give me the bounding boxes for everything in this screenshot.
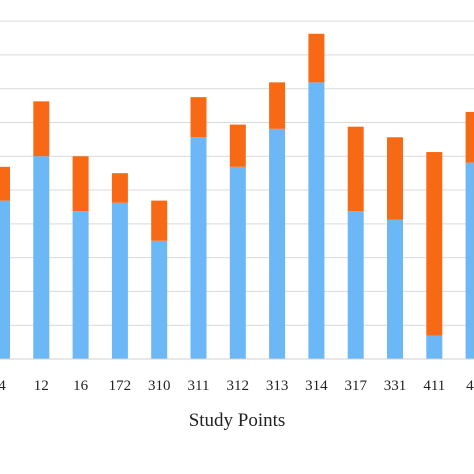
x-tick-label: 4 <box>0 378 6 394</box>
x-axis-title: Study Points <box>189 410 286 431</box>
bar-segment-lower-311 <box>190 137 207 359</box>
bar-segment-upper-313 <box>269 82 286 129</box>
bar-segment-lower-310 <box>151 240 168 359</box>
bar-segment-lower-16 <box>72 211 89 359</box>
x-tick-label: 312 <box>227 378 250 394</box>
x-tick-label: 317 <box>344 378 367 394</box>
x-tick-label: 172 <box>109 378 132 394</box>
bar-segment-lower-43 <box>465 162 474 359</box>
bar-segment-lower-317 <box>347 211 364 359</box>
bar-segment-upper-16 <box>72 156 89 212</box>
x-tick-label: 411 <box>423 378 445 394</box>
bar-segment-upper-317 <box>347 126 364 212</box>
x-tick-label: 310 <box>148 378 171 394</box>
bar-segment-upper-311 <box>190 97 207 138</box>
bar-segment-lower-312 <box>229 166 246 359</box>
x-tick-label: 314 <box>305 378 328 394</box>
bar-segment-lower-411 <box>426 335 443 359</box>
x-tick-label: 16 <box>73 378 89 394</box>
x-tick-labels: 4 12 16 172 310 311 312 313 314 317 331 411 43 <box>0 378 474 394</box>
x-tick-label: 311 <box>188 378 210 394</box>
bar-segment-upper-43 <box>465 111 474 163</box>
bar-segment-upper-331 <box>387 137 403 220</box>
bar-segment-lower-313 <box>269 128 286 359</box>
bar-segment-upper-4 <box>0 166 10 201</box>
bar-segment-upper-314 <box>308 33 325 83</box>
bar-segment-upper-12 <box>33 101 50 157</box>
bars <box>0 33 474 359</box>
x-tick-label: 331 <box>384 378 407 394</box>
bar-segment-upper-411 <box>426 152 443 336</box>
bar-segment-upper-310 <box>151 200 168 241</box>
x-tick-label: 43 <box>466 378 474 394</box>
bar-segment-lower-4 <box>0 200 10 359</box>
bar-segment-upper-312 <box>229 124 246 167</box>
bar-segment-lower-331 <box>387 219 403 359</box>
x-tick-label: 313 <box>266 378 289 394</box>
bar-segment-lower-172 <box>111 202 128 359</box>
bar-segment-upper-172 <box>111 173 128 203</box>
x-tick-label: 12 <box>34 378 49 394</box>
bar-segment-lower-12 <box>33 156 50 359</box>
bar-segment-lower-314 <box>308 82 325 359</box>
